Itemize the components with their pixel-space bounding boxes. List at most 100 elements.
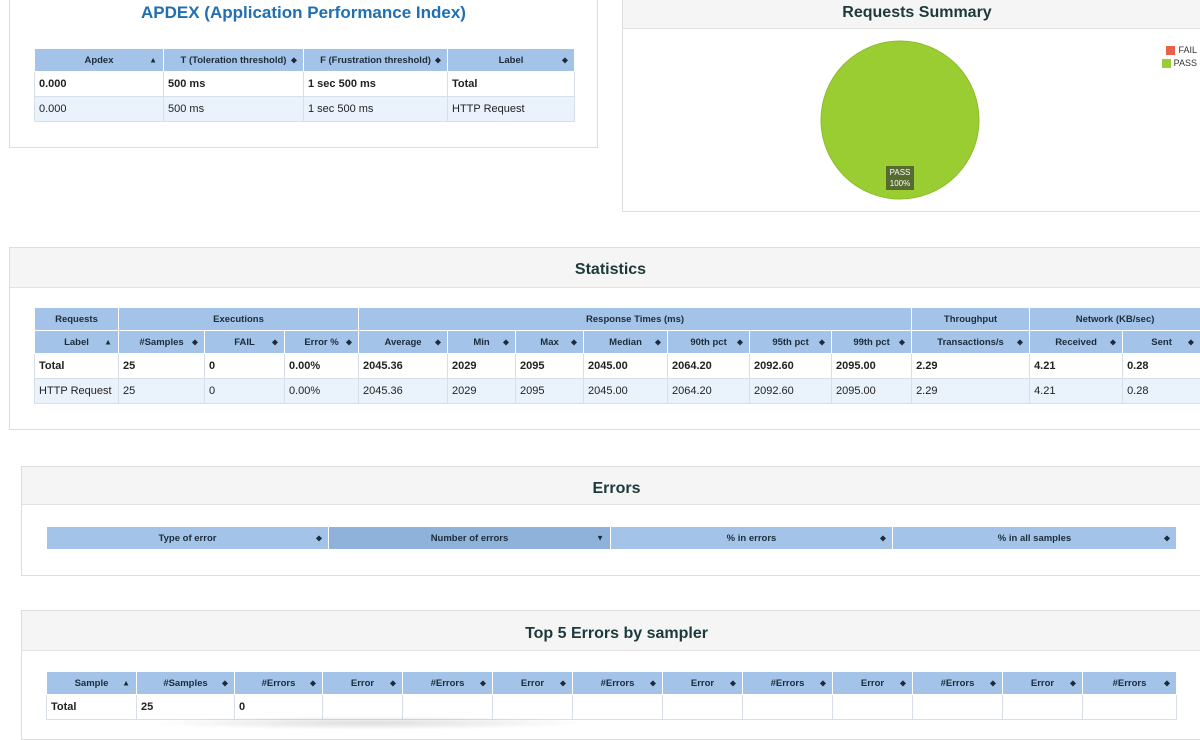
sort-arrow-icon[interactable]: ◆ bbox=[291, 56, 297, 65]
column-header-error[interactable]: Error◆ bbox=[493, 672, 573, 695]
table-cell: 4.21 bbox=[1030, 379, 1123, 404]
sort-arrow-icon[interactable]: ◆ bbox=[880, 534, 886, 543]
sort-arrow-icon[interactable]: ◆ bbox=[1164, 679, 1170, 688]
column-header-errors[interactable]: #Errors◆ bbox=[235, 672, 323, 695]
column-header-label: Type of error bbox=[159, 533, 217, 544]
table-cell: 0 bbox=[205, 354, 285, 379]
sort-arrow-icon[interactable]: ◆ bbox=[503, 338, 509, 347]
column-header-in-all-samples[interactable]: % in all samples◆ bbox=[893, 527, 1177, 550]
column-header-sample[interactable]: Sample▲ bbox=[47, 672, 137, 695]
column-header-samples[interactable]: #Samples◆ bbox=[137, 672, 235, 695]
sort-arrow-icon[interactable]: ◆ bbox=[1017, 338, 1023, 347]
sort-arrow-icon[interactable]: ◆ bbox=[560, 679, 566, 688]
column-header-errors[interactable]: #Errors◆ bbox=[573, 672, 663, 695]
sort-arrow-icon[interactable]: ◆ bbox=[899, 338, 905, 347]
sort-arrow-icon[interactable]: ◆ bbox=[310, 679, 316, 688]
column-header-samples[interactable]: #Samples◆ bbox=[119, 331, 205, 354]
sort-arrow-icon[interactable]: ◆ bbox=[562, 56, 568, 65]
legend-item-fail[interactable]: FAIL bbox=[1166, 45, 1197, 55]
legend-swatch bbox=[1162, 59, 1171, 68]
sort-arrow-icon[interactable]: ◆ bbox=[272, 338, 278, 347]
column-header-errors[interactable]: #Errors ◆ bbox=[1083, 672, 1177, 695]
sort-arrow-icon[interactable]: ◆ bbox=[820, 679, 826, 688]
sort-arrow-icon[interactable]: ◆ bbox=[480, 679, 486, 688]
column-header-errors[interactable]: #Errors◆ bbox=[743, 672, 833, 695]
table-cell: Total bbox=[35, 354, 119, 379]
column-header-label: Sent bbox=[1151, 337, 1172, 348]
table-cell bbox=[1083, 695, 1177, 720]
column-header-t-toleration-threshold[interactable]: T (Toleration threshold)◆ bbox=[164, 49, 304, 72]
sort-arrow-icon[interactable]: ▼ bbox=[596, 534, 604, 543]
sort-arrow-icon[interactable]: ◆ bbox=[316, 534, 322, 543]
sort-arrow-icon[interactable]: ◆ bbox=[435, 56, 441, 65]
column-header-max[interactable]: Max◆ bbox=[516, 331, 584, 354]
column-header-errors[interactable]: #Errors◆ bbox=[403, 672, 493, 695]
table-cell: 2.29 bbox=[912, 354, 1030, 379]
column-header-error[interactable]: Error◆ bbox=[1003, 672, 1083, 695]
sort-arrow-icon[interactable]: ▲ bbox=[122, 679, 130, 688]
column-group-executions: Executions bbox=[119, 308, 359, 331]
sort-arrow-icon[interactable]: ◆ bbox=[571, 338, 577, 347]
sort-arrow-icon[interactable]: ◆ bbox=[390, 679, 396, 688]
sort-arrow-icon[interactable]: ◆ bbox=[435, 338, 441, 347]
sort-arrow-icon[interactable]: ◆ bbox=[990, 679, 996, 688]
legend-swatch bbox=[1166, 46, 1175, 55]
column-header-95th-pct[interactable]: 95th pct◆ bbox=[750, 331, 832, 354]
column-header-label[interactable]: Label▲ bbox=[35, 331, 119, 354]
sort-arrow-icon[interactable]: ◆ bbox=[655, 338, 661, 347]
column-header-label[interactable]: Label ◆ bbox=[448, 49, 575, 72]
sort-arrow-icon[interactable]: ◆ bbox=[1188, 338, 1194, 347]
sort-arrow-icon[interactable]: ◆ bbox=[222, 679, 228, 688]
sort-arrow-icon[interactable]: ◆ bbox=[650, 679, 656, 688]
table-cell: 0.00% bbox=[285, 354, 359, 379]
sort-arrow-icon[interactable]: ◆ bbox=[192, 338, 198, 347]
column-header-label: Error bbox=[861, 678, 884, 689]
sort-arrow-icon[interactable]: ◆ bbox=[1110, 338, 1116, 347]
column-header-average[interactable]: Average ◆ bbox=[359, 331, 448, 354]
sort-arrow-icon[interactable]: ▲ bbox=[104, 338, 112, 347]
column-header-label: Error bbox=[691, 678, 714, 689]
column-header-apdex[interactable]: Apdex▲ bbox=[35, 49, 164, 72]
column-header-label: Label bbox=[499, 55, 524, 66]
column-header-label: #Errors bbox=[1113, 678, 1147, 689]
sort-arrow-icon[interactable]: ◆ bbox=[819, 338, 825, 347]
sort-arrow-icon[interactable]: ◆ bbox=[737, 338, 743, 347]
sort-arrow-icon[interactable]: ◆ bbox=[346, 338, 352, 347]
column-header-error[interactable]: Error ◆ bbox=[663, 672, 743, 695]
column-header-median[interactable]: Median◆ bbox=[584, 331, 668, 354]
column-header-min[interactable]: Min◆ bbox=[448, 331, 516, 354]
table-cell bbox=[833, 695, 913, 720]
column-header-errors[interactable]: #Errors ◆ bbox=[913, 672, 1003, 695]
sort-arrow-icon[interactable]: ◆ bbox=[1070, 679, 1076, 688]
column-header-error[interactable]: Error ◆ bbox=[833, 672, 913, 695]
column-header-sent[interactable]: Sent ◆ bbox=[1123, 331, 1200, 354]
column-header-fail[interactable]: FAIL◆ bbox=[205, 331, 285, 354]
table-cell: 25 bbox=[119, 354, 205, 379]
column-header-f-frustration-threshold[interactable]: F (Frustration threshold)◆ bbox=[304, 49, 448, 72]
sort-arrow-icon[interactable]: ▲ bbox=[149, 56, 157, 65]
sort-arrow-icon[interactable]: ◆ bbox=[900, 679, 906, 688]
sort-arrow-icon[interactable]: ◆ bbox=[730, 679, 736, 688]
column-header-received[interactable]: Received◆ bbox=[1030, 331, 1123, 354]
column-group-response-times-ms: Response Times (ms) bbox=[359, 308, 912, 331]
column-header-90th-pct[interactable]: 90th pct◆ bbox=[668, 331, 750, 354]
column-header-transactions-s[interactable]: Transactions/s ◆ bbox=[912, 331, 1030, 354]
legend-item-pass[interactable]: PASS bbox=[1162, 58, 1197, 68]
table-cell: 2095.00 bbox=[832, 354, 912, 379]
column-header-type-of-error[interactable]: Type of error ◆ bbox=[47, 527, 329, 550]
statistics-title: Statistics bbox=[10, 248, 1200, 288]
column-header-99th-pct[interactable]: 99th pct ◆ bbox=[832, 331, 912, 354]
column-header-number-of-errors[interactable]: Number of errors▼ bbox=[329, 527, 611, 550]
column-header-in-errors[interactable]: % in errors◆ bbox=[611, 527, 893, 550]
column-header-label: #Errors bbox=[941, 678, 975, 689]
column-header-label: 99th pct bbox=[853, 337, 889, 348]
column-header-error[interactable]: Error◆ bbox=[323, 672, 403, 695]
sort-arrow-icon[interactable]: ◆ bbox=[1164, 534, 1170, 543]
column-header-error[interactable]: Error %◆ bbox=[285, 331, 359, 354]
pie-slice-label: PASS 100% bbox=[886, 166, 914, 190]
column-header-label: Transactions/s bbox=[937, 337, 1004, 348]
column-header-label: Average bbox=[384, 337, 421, 348]
